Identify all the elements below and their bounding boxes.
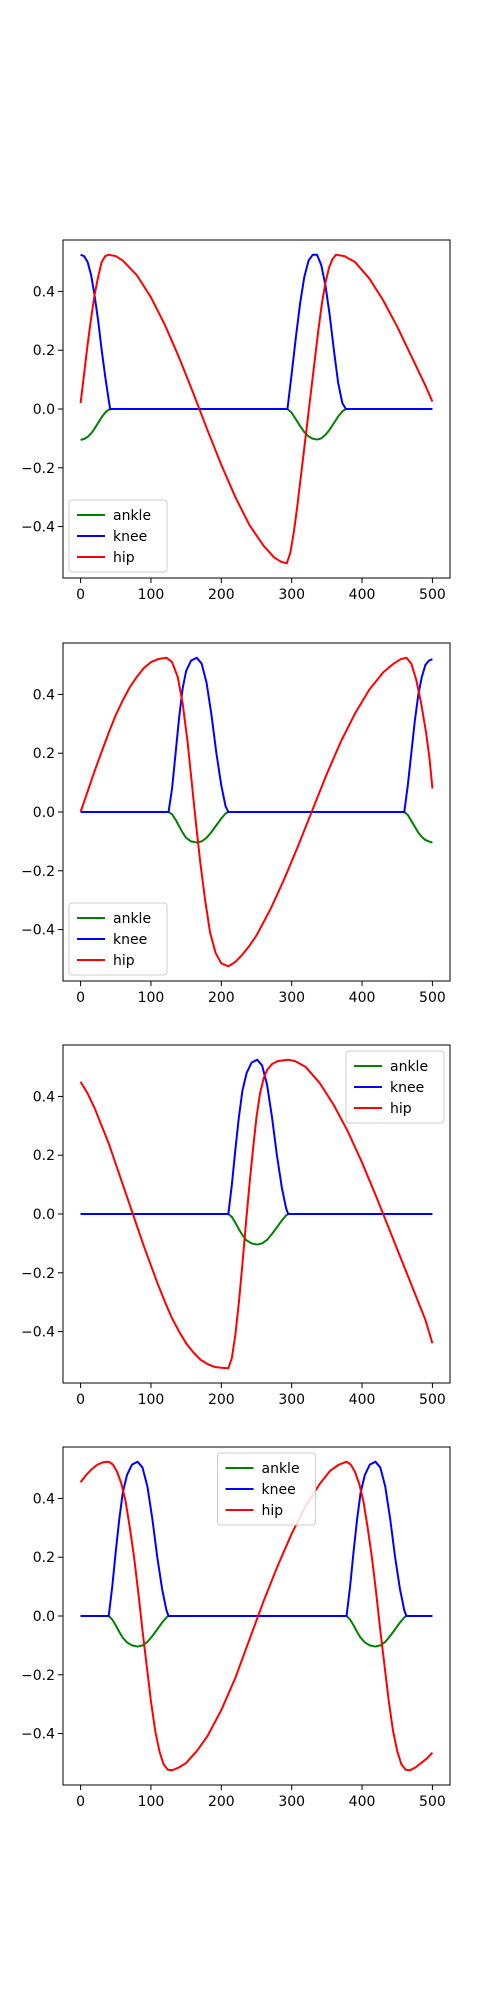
legend-label-ankle: ankle — [113, 911, 151, 927]
y-tick-label: −0.4 — [21, 1325, 55, 1341]
series-line-hip — [79, 253, 434, 565]
legend-label-ankle: ankle — [390, 1059, 428, 1075]
x-tick-label: 200 — [208, 1794, 235, 1810]
legend-label-ankle: ankle — [113, 508, 151, 524]
legend: ankle knee hip — [68, 499, 168, 573]
x-tick-label: 400 — [349, 990, 376, 1006]
y-tick-label: 0.4 — [33, 1089, 55, 1105]
series-line-knee — [80, 253, 433, 410]
series-line-ankle — [80, 408, 433, 441]
x-tick-label: 100 — [138, 587, 165, 603]
x-tick-label: 500 — [419, 1794, 446, 1810]
legend: ankle knee hip — [68, 902, 168, 976]
y-tick-label: 0.2 — [33, 746, 55, 762]
x-tick-label: 0 — [76, 1392, 85, 1408]
y-tick-label: −0.2 — [21, 864, 55, 880]
x-tick-label: 500 — [419, 1392, 446, 1408]
x-tick-label: 500 — [419, 587, 446, 603]
legend-box — [68, 499, 168, 573]
x-tick-label: 400 — [349, 1794, 376, 1810]
series-line-ankle — [80, 811, 433, 844]
chart-panel-3: 0 100 200 300 400 500 −0.4 −0.2 0.0 0.2 0.4 ankle kn… — [21, 1044, 451, 1408]
y-tick-label: 0.0 — [33, 1609, 55, 1625]
x-tick-label: 300 — [278, 1794, 305, 1810]
legend: ankle knee hip — [345, 1050, 445, 1124]
legend: ankle knee hip — [217, 1452, 316, 1526]
y-tick-label: 0.2 — [33, 1148, 55, 1164]
series-line-hip — [79, 1460, 434, 1772]
series-line-knee — [80, 1058, 433, 1215]
legend-label-ankle: ankle — [262, 1461, 300, 1477]
y-tick-label: −0.2 — [21, 461, 55, 477]
x-tick-label: 100 — [138, 990, 165, 1006]
x-tick-label: 300 — [278, 1392, 305, 1408]
legend-label-knee: knee — [113, 932, 147, 948]
legend-label-knee: knee — [262, 1482, 296, 1498]
x-tick-label: 100 — [138, 1794, 165, 1810]
x-tick-label: 0 — [76, 587, 85, 603]
y-tick-label: 0.4 — [33, 687, 55, 703]
y-tick-label: 0.2 — [33, 1550, 55, 1566]
chart-panel-2: 0 100 200 300 400 500 −0.4 −0.2 0.0 0.2 0.4 ankle kn… — [21, 642, 451, 1006]
x-tick-label: 0 — [76, 990, 85, 1006]
x-tick-label: 0 — [76, 1794, 85, 1810]
legend-box — [345, 1050, 445, 1124]
y-tick-label: −0.4 — [21, 520, 55, 536]
legend-label-knee: knee — [113, 529, 147, 545]
x-tick-label: 500 — [419, 990, 446, 1006]
x-tick-label: 200 — [208, 990, 235, 1006]
y-tick-label: −0.4 — [21, 923, 55, 939]
y-tick-label: 0.2 — [33, 343, 55, 359]
y-tick-label: −0.2 — [21, 1668, 55, 1684]
legend-label-hip: hip — [113, 953, 135, 969]
x-tick-label: 200 — [208, 1392, 235, 1408]
chart-panel-4: 0 100 200 300 400 500 −0.4 −0.2 0.0 0.2 0.4 ankle kn… — [21, 1446, 451, 1810]
x-tick-label: 100 — [138, 1392, 165, 1408]
legend-box — [217, 1452, 316, 1526]
series-line-ankle — [80, 1213, 433, 1246]
series-line-hip — [79, 656, 434, 968]
y-tick-label: 0.4 — [33, 284, 55, 300]
y-tick-label: −0.4 — [21, 1727, 55, 1743]
y-tick-label: 0.0 — [33, 1207, 55, 1223]
y-tick-label: 0.0 — [33, 805, 55, 821]
x-tick-label: 300 — [278, 587, 305, 603]
legend-label-hip: hip — [262, 1503, 284, 1519]
legend-box — [68, 902, 168, 976]
x-tick-label: 400 — [349, 1392, 376, 1408]
legend-label-hip: hip — [390, 1101, 412, 1117]
x-tick-label: 300 — [278, 990, 305, 1006]
chart-panel-1: 0 100 200 300 400 500 −0.4 −0.2 0.0 0.2 0.4 ankle kn… — [21, 239, 451, 603]
y-tick-label: 0.0 — [33, 402, 55, 418]
y-tick-label: 0.4 — [33, 1491, 55, 1507]
x-tick-label: 200 — [208, 587, 235, 603]
series-line-hip — [79, 1058, 434, 1370]
legend-label-hip: hip — [113, 550, 135, 566]
legend-label-knee: knee — [390, 1080, 424, 1096]
x-tick-label: 400 — [349, 587, 376, 603]
y-tick-label: −0.2 — [21, 1266, 55, 1282]
